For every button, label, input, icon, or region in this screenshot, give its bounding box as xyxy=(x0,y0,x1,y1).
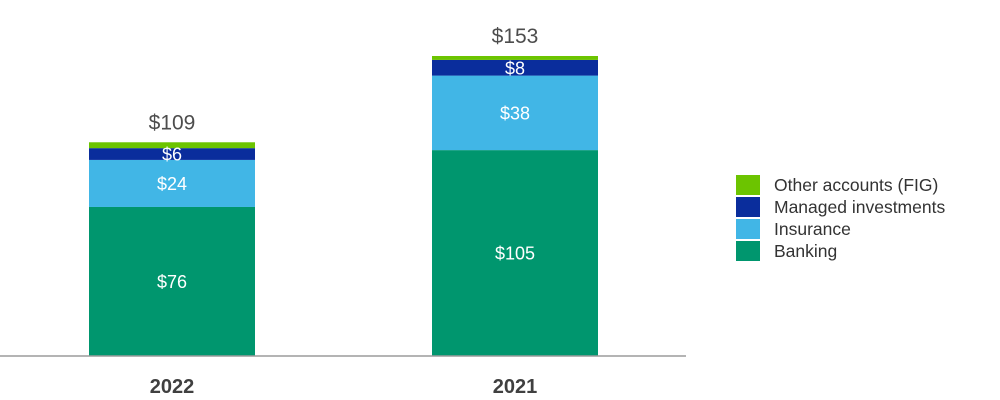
legend-item: Insurance xyxy=(736,218,945,240)
legend-item: Managed investments xyxy=(736,196,945,218)
data-label: $24 xyxy=(157,174,187,194)
legend-item: Other accounts (FIG) xyxy=(736,174,945,196)
labels-group: $76 $24 $6 $109 2022 $105 $38 $8 $153 2021 xyxy=(149,25,539,398)
total-label: $109 xyxy=(149,111,196,134)
bars-group xyxy=(89,56,598,356)
legend-swatch xyxy=(736,175,760,195)
data-label: $8 xyxy=(505,58,525,78)
bar-segment-other-accounts-fig-2022 xyxy=(89,142,255,149)
bar-segment-managed-investments-2022 xyxy=(89,148,255,160)
bar-segment-managed-investments-2021 xyxy=(432,59,598,76)
legend-label: Other accounts (FIG) xyxy=(774,174,939,195)
legend-label: Banking xyxy=(774,240,838,261)
legend-swatch xyxy=(736,219,760,239)
bar-segment-insurance-2021 xyxy=(432,75,598,151)
bar-segment-banking-2021 xyxy=(432,150,598,356)
data-label: $105 xyxy=(495,244,535,264)
x-tick-label: 2022 xyxy=(150,376,195,398)
data-label: $6 xyxy=(162,145,182,165)
legend-label: Managed investments xyxy=(774,196,946,217)
legend-item: Banking xyxy=(736,240,945,262)
x-tick-label: 2021 xyxy=(493,376,538,398)
legend-swatch xyxy=(736,197,760,217)
total-label: $153 xyxy=(492,25,539,48)
bar-segment-insurance-2022 xyxy=(89,159,255,207)
legend-swatch xyxy=(736,241,760,261)
legend: Other accounts (FIG) Managed investments I… xyxy=(736,174,945,262)
data-label: $76 xyxy=(157,272,187,292)
bar-segment-other-accounts-fig-2021 xyxy=(432,56,598,60)
data-label: $38 xyxy=(500,103,530,123)
legend-label: Insurance xyxy=(774,218,851,239)
bar-segment-banking-2022 xyxy=(89,206,255,356)
